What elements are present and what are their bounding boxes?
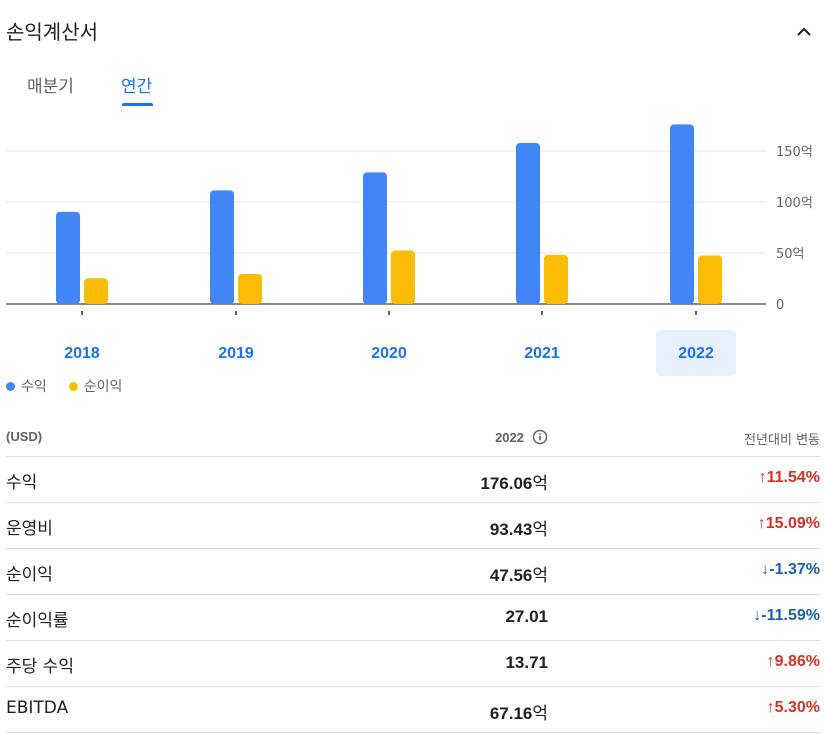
table-body: 수익 176.06억 ↑11.54% 운영비 93.43억 ↑15.09% 순이익 47.56…: [6, 457, 820, 733]
section-title: 손익계산서: [6, 20, 98, 44]
table-row: 운영비 93.43억 ↑15.09%: [6, 503, 820, 549]
arrow-up-icon: ↑: [758, 469, 767, 486]
legend-dot-net-income: [68, 381, 78, 391]
tab-active-indicator: [122, 103, 153, 106]
legend-label-net-income: 순이익: [83, 379, 123, 395]
row-change: ↓-1.37%: [761, 561, 820, 578]
y-tick-label: 50억: [776, 247, 805, 262]
table-row: 수익 176.06억 ↑11.54%: [6, 457, 820, 503]
x-tick-label-2022[interactable]: 2022: [656, 330, 736, 376]
table-row: EBITDA 67.16억 ↑5.30%: [6, 687, 820, 733]
income-chart: 0 50억 100억 150억 2018 2019 2020 2021 2022: [0, 112, 827, 376]
chevron-up-icon: [797, 27, 811, 36]
chart-plot: 0 50억 100억 150억: [6, 124, 813, 315]
row-value: 93.43억: [489, 520, 548, 540]
row-label: 순이익률: [6, 611, 69, 631]
row-change: ↑9.86%: [766, 653, 820, 670]
bar-revenue-2020: [363, 172, 387, 304]
x-tick-label-2019[interactable]: 2019: [218, 345, 254, 362]
change-column-header: 전년대비 변동: [744, 433, 820, 448]
arrow-up-icon: ↑: [766, 653, 775, 670]
legend-item-revenue: 수익: [6, 376, 47, 396]
row-label: 주당 수익: [6, 657, 74, 677]
x-tick-label-2018[interactable]: 2018: [64, 345, 100, 362]
legend-item-net-income: 순이익: [68, 376, 123, 396]
bar-net-income-2020: [391, 250, 415, 304]
row-value: 27.01: [505, 607, 548, 626]
row-change: ↑11.54%: [758, 469, 820, 486]
row-value: 176.06억: [480, 474, 548, 494]
bar-net-income-2018: [84, 278, 108, 304]
collapse-button[interactable]: [790, 18, 818, 46]
x-tick-label-2020[interactable]: 2020: [371, 345, 407, 362]
arrow-up-icon: ↑: [757, 515, 766, 532]
currency-unit: (USD): [6, 429, 43, 444]
bar-net-income-2021: [544, 254, 568, 304]
row-label: EBITDA: [6, 698, 69, 718]
arrow-down-icon: ↓: [761, 561, 770, 578]
row-label: 운영비: [6, 519, 53, 539]
row-label: 순이익: [6, 565, 53, 585]
row-value: 13.71: [505, 653, 548, 672]
arrow-up-icon: ↑: [766, 699, 775, 716]
chart-legend: 수익 순이익: [6, 376, 144, 396]
y-tick-label: 150억: [776, 145, 813, 160]
info-icon[interactable]: [532, 429, 548, 445]
bar-revenue-2019: [210, 190, 234, 304]
legend-label-revenue: 수익: [21, 379, 47, 395]
row-label: 수익: [6, 473, 38, 493]
bar-net-income-2019: [238, 274, 262, 304]
row-value: 47.56억: [489, 566, 548, 586]
bar-revenue-2018: [56, 211, 80, 304]
legend-dot-revenue: [6, 381, 15, 391]
row-change: ↓-11.59%: [753, 607, 820, 624]
row-value: 67.16억: [489, 704, 548, 724]
x-tick-label-2021[interactable]: 2021: [524, 345, 560, 362]
table-header: (USD) 2022 전년대비 변동: [6, 418, 820, 457]
income-statement-header: 손익계산서: [0, 0, 827, 62]
period-tabs: 매분기 연간: [0, 70, 300, 110]
row-change: ↑15.09%: [757, 515, 820, 532]
tab-annual[interactable]: 연간: [121, 77, 153, 97]
bar-revenue-2022: [670, 124, 694, 305]
arrow-down-icon: ↓: [753, 607, 762, 624]
row-change: ↑5.30%: [766, 699, 820, 716]
y-tick-label: 0: [776, 298, 784, 313]
period-label: 2022: [495, 429, 524, 445]
y-tick-label: 100억: [776, 196, 813, 211]
period-column-header: 2022: [495, 429, 548, 445]
table-row: 순이익률 27.01 ↓-11.59%: [6, 595, 820, 641]
table-row: 순이익 47.56억 ↓-1.37%: [6, 549, 820, 595]
bar-net-income-2022: [698, 255, 722, 304]
tab-quarterly[interactable]: 매분기: [27, 77, 74, 97]
bar-revenue-2021: [516, 142, 540, 304]
table-row: 주당 수익 13.71 ↑9.86%: [6, 641, 820, 687]
financial-table: (USD) 2022 전년대비 변동 수익 176.06억 ↑11.54% 운영비 93…: [6, 418, 820, 733]
